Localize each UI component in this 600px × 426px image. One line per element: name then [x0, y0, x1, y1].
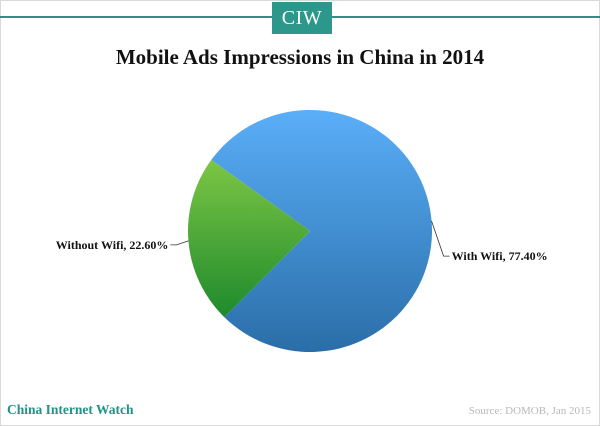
source-note: Source: DOMOB, Jan 2015 [468, 405, 591, 417]
slice-label-without-wifi: Without Wifi, 22.60% [56, 238, 169, 252]
ciw-logo: CIW [272, 2, 332, 34]
leader-line-with-wifi [431, 220, 450, 257]
brand-footer: China Internet Watch [7, 402, 134, 417]
slice-label-with-wifi: With Wifi, 77.40% [452, 249, 548, 263]
chart-title: Mobile Ads Impressions in China in 2014 [115, 45, 485, 69]
pie-slice-without-wifi [188, 159, 310, 318]
leader-line-without-wifi [170, 240, 189, 246]
pie-slice-with-wifi [211, 109, 432, 352]
